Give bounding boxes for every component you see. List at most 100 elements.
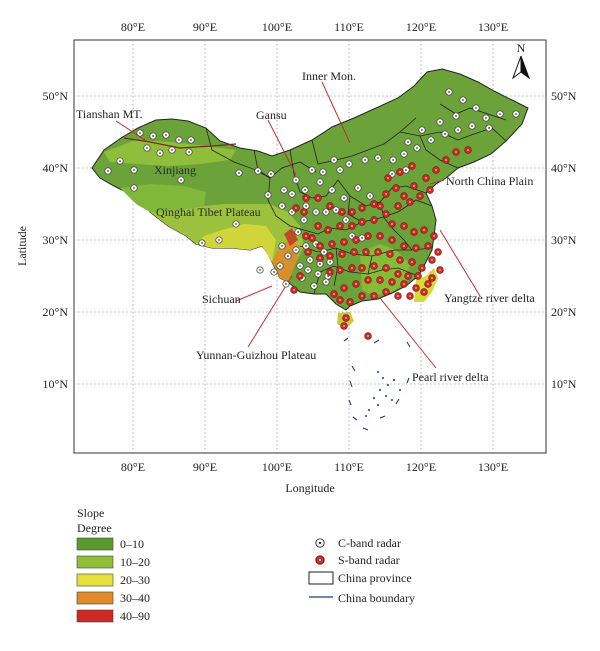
c-band-radar-center [190,139,192,141]
s-band-radar-center [339,269,341,271]
s-band-radar-center [403,283,405,285]
s-band-radar-center [379,205,381,207]
label-xinjiang: Xinjiang [154,163,196,177]
s-band-radar-center [351,267,353,269]
c-band-radar-center [307,269,309,271]
s-band-radar-center [305,235,307,237]
s-band-radar-center [391,223,393,225]
tick-bottom-110: 110°E [334,460,364,474]
c-band-radar-center [133,187,135,189]
c-band-radar-center [345,219,347,221]
s-band-radar-center [397,295,399,297]
s-band-radar-center [329,205,331,207]
s-band-radar-center [317,197,319,199]
c-band-radar-center [139,132,141,134]
leader-inner-mon [321,81,351,144]
s-band-radar-center [339,225,341,227]
tick-bottom-90: 90°E [193,460,217,474]
leader-tianshan [115,120,149,143]
boundary-dash-11 [406,377,410,384]
label-inner-mon: Inner Mon. [302,69,356,83]
s-band-radar-center [425,177,427,179]
c-band-radar-center [325,211,327,213]
s-band-radar-center [361,267,363,269]
island-3 [387,384,389,386]
lon-ticks-top: 80°E 90°E 100°E 110°E 120°E 130°E [121,20,508,34]
tick-left-10: 10°N [43,377,69,391]
c-band-radar-center [325,281,327,283]
c-band-radar-center [439,121,441,123]
c-band-radar-center [270,173,272,175]
c-band-radar-center [305,245,307,247]
tianshan-ridge-line [123,137,237,149]
s-band-radar-center [431,277,433,279]
slope-legend-swatch [76,591,114,605]
s-band-radar-center [355,283,357,285]
c-band-radar-center [416,147,418,149]
province-legend-symbol [308,571,334,585]
s-band-radar-center [367,235,369,237]
slope-legend-swatch [76,609,114,623]
label-gansu: Gansu [256,108,287,122]
s-band-radar-center [411,165,413,167]
s-band-radar-center [361,295,363,297]
boundary-dash-8 [362,427,369,431]
s-band-radar-center [367,279,369,281]
island-2 [382,377,384,379]
s-band-radar-center [387,177,389,179]
s-band-radar-center [391,239,393,241]
c-band-radar-center [319,263,321,265]
province-line-15 [419,135,459,169]
c-band-radar-center [315,211,317,213]
s-band-radar-center [403,225,405,227]
leader-sichuan [235,285,273,302]
c-band-radar-center [133,169,135,171]
boundary-dash-3 [406,341,411,348]
c-band-radar-center [357,187,359,189]
c-band-radars [104,88,520,290]
s-band-radar-center [307,251,309,253]
s-band-radar-center [437,251,439,253]
c-band-radar-center [201,242,203,244]
tick-bottom-120: 120°E [406,460,436,474]
label-pearl: Pearl river delta [412,370,489,384]
leader-pearl [379,297,437,369]
boundary-dash-9 [379,415,386,419]
s-band-radar-center [353,251,355,253]
tick-top-120: 120°E [406,20,436,34]
tick-left-30: 30°N [43,233,69,247]
island-9 [368,409,370,411]
c-band-radar-center [319,181,321,183]
c-band-radar-center [351,235,353,237]
tick-top-110: 110°E [334,20,364,34]
c-band-radar-center [391,173,393,175]
s-band-radar-center [361,207,363,209]
lat-ticks-right: 50°N 40°N 30°N 20°N 10°N [551,89,577,391]
s-band-radar-center [407,275,409,277]
c-band-radar-center [171,149,173,151]
c-band-radar-center [283,189,285,191]
c-band-radar-center [259,269,261,271]
tick-left-40: 40°N [43,161,69,175]
s-band-radar-center [373,265,375,267]
tibet-high-slope-terrain [196,224,276,262]
s-band-radar-center [299,275,301,277]
c-band-radar-center [281,245,283,247]
tick-right-30: 30°N [551,233,577,247]
s-band-radar-center [377,251,379,253]
c-band-radar-center [430,139,432,141]
c-band-radar-center [152,135,154,137]
y-axis-title: Latitude [15,226,29,266]
c-band-radar-center [119,160,121,162]
s-band-radar-center [385,291,387,293]
s-band-radar-center [395,187,397,189]
c-band-radar-center [267,194,269,196]
island-4 [379,389,381,391]
s-band-radar-center [311,237,313,239]
c-band-radar-center [322,171,324,173]
south-china-sea-islands [365,371,401,417]
slope-legend-title: Slope [77,506,104,520]
province-line-16 [439,103,507,121]
s-band-radar-center [345,317,347,319]
c-band-radar-center [257,170,259,172]
